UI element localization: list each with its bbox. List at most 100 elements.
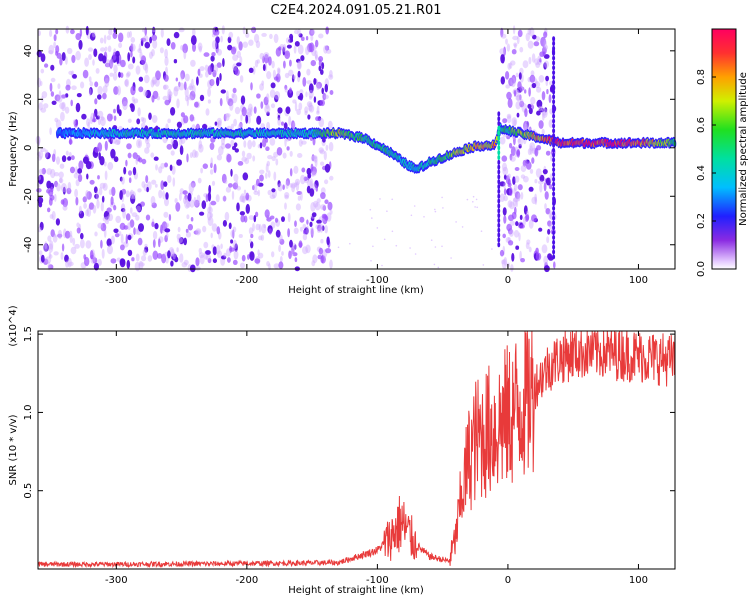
- noise-speck: [506, 115, 512, 124]
- noise-speck: [528, 87, 531, 97]
- noise-speck: [543, 31, 548, 38]
- streak-point: [497, 232, 501, 238]
- noise-speck: [285, 37, 291, 44]
- noise-speck: [87, 47, 94, 52]
- noise-speck: [203, 52, 210, 57]
- streak-point: [552, 118, 556, 124]
- noise-speck: [253, 106, 257, 114]
- noise-speck: [69, 166, 76, 174]
- noise-speck: [299, 92, 304, 101]
- noise-speck: [243, 189, 247, 195]
- x-tick-label: -300: [105, 275, 128, 286]
- streak-point: [552, 94, 556, 100]
- noise-speck: [180, 73, 184, 81]
- noise-speck: [274, 94, 279, 103]
- noise-speck: [121, 96, 128, 107]
- noise-speck: [506, 43, 511, 52]
- noise-speck: [536, 110, 541, 116]
- noise-speck: [500, 27, 504, 38]
- noise-speck: [518, 143, 522, 149]
- noise-speck: [101, 248, 105, 259]
- noise-speck: [277, 114, 281, 121]
- noise-speck: [281, 121, 284, 126]
- noise-speck: [156, 96, 160, 101]
- streak-point: [552, 167, 556, 173]
- noise-speck: [109, 137, 113, 145]
- noise-speck: [198, 45, 202, 53]
- noise-speck: [317, 224, 322, 232]
- noise-speck: [88, 76, 92, 83]
- noise-speck: [144, 147, 150, 154]
- noise-speck: [528, 246, 532, 253]
- noise-speck: [536, 99, 543, 108]
- noise-speck: [531, 214, 537, 222]
- noise-speck: [54, 180, 58, 188]
- noise-speck: [99, 182, 106, 189]
- colorbar-label: Normalized spectral amplitude: [738, 72, 749, 226]
- noise-speck: [205, 70, 209, 78]
- noise-speck: [203, 241, 209, 249]
- noise-speck: [210, 162, 213, 169]
- noise-speck: [168, 214, 172, 221]
- noise-speck: [245, 203, 250, 214]
- noise-speck: [199, 254, 205, 265]
- noise-speck: [210, 55, 215, 62]
- noise-speck: [299, 89, 304, 95]
- noise-speck: [480, 230, 483, 232]
- noise-speck: [413, 205, 416, 207]
- noise-speck: [500, 53, 505, 64]
- noise-speck: [527, 28, 532, 35]
- noise-speck: [193, 230, 199, 235]
- noise-speck: [441, 196, 443, 199]
- noise-speck: [277, 180, 281, 188]
- noise-speck: [466, 198, 469, 201]
- noise-speck: [252, 185, 255, 191]
- noise-speck: [140, 55, 147, 65]
- noise-speck: [120, 244, 125, 251]
- noise-speck: [523, 205, 528, 215]
- noise-speck: [223, 113, 227, 122]
- streak-point: [552, 162, 556, 168]
- noise-speck: [208, 202, 212, 212]
- noise-speck: [119, 190, 123, 200]
- noise-speck: [71, 54, 76, 64]
- noise-speck: [166, 38, 171, 46]
- noise-speck: [311, 260, 316, 267]
- noise-speck: [100, 239, 103, 249]
- noise-speck: [89, 179, 95, 185]
- streak-point: [497, 188, 501, 194]
- noise-speck: [277, 117, 281, 126]
- noise-speck: [106, 113, 113, 122]
- noise-speck: [531, 53, 536, 63]
- noise-speck: [133, 227, 136, 236]
- noise-speck: [53, 34, 57, 42]
- noise-speck: [267, 189, 272, 196]
- noise-speck: [94, 146, 100, 153]
- noise-speck: [472, 201, 474, 203]
- noise-speck: [129, 103, 134, 109]
- noise-speck: [154, 222, 159, 230]
- noise-speck: [209, 79, 215, 86]
- noise-speck: [164, 228, 171, 233]
- noise-speck: [185, 231, 192, 238]
- noise-speck: [529, 27, 535, 37]
- noise-speck: [279, 255, 283, 263]
- noise-speck: [286, 146, 290, 151]
- noise-speck: [318, 33, 324, 39]
- noise-speck: [323, 94, 329, 100]
- noise-speck: [522, 60, 529, 69]
- noise-speck: [265, 163, 269, 173]
- noise-speck: [61, 155, 67, 163]
- noise-speck: [502, 207, 507, 216]
- x-tick-label: -100: [366, 575, 389, 586]
- noise-speck: [89, 87, 93, 95]
- noise-speck: [104, 46, 108, 52]
- noise-speck: [476, 206, 479, 209]
- noise-speck: [291, 243, 297, 250]
- noise-speck: [127, 118, 132, 124]
- streak-point: [552, 210, 556, 216]
- noise-speck: [268, 228, 272, 235]
- noise-speck: [281, 216, 285, 223]
- noise-speck: [103, 74, 110, 84]
- noise-speck: [147, 255, 153, 262]
